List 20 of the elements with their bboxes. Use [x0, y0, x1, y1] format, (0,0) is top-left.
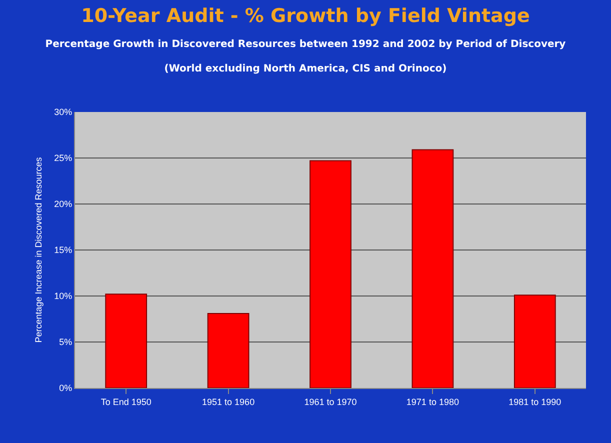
- y-tick-label: 20%: [54, 199, 72, 210]
- y-tick-label: 0%: [59, 383, 72, 394]
- y-tick-label: 10%: [54, 291, 72, 302]
- x-tick-label: 1961 to 1970: [304, 396, 357, 407]
- bar: [412, 149, 454, 388]
- x-tick-label: 1951 to 1960: [202, 396, 255, 407]
- y-tick-label: 15%: [54, 245, 72, 256]
- y-tick-label: 5%: [59, 337, 72, 348]
- y-tick-label: 30%: [54, 107, 72, 118]
- bar: [105, 294, 148, 388]
- x-tick-label: To End 1950: [100, 396, 152, 407]
- bar: [514, 294, 556, 388]
- bar: [207, 312, 250, 388]
- bar: [310, 160, 352, 388]
- y-axis-title: Percentage Increase in Discovered Resources: [34, 156, 44, 343]
- x-tick-label: 1981 to 1990: [508, 396, 562, 407]
- x-tick-label: 1971 to 1980: [406, 396, 459, 407]
- y-tick-label: 25%: [54, 153, 72, 164]
- text: Percentage Growth in Discovered Resources between 1992 and 2002 by Period of Discovery (World excluding North America, CIS and Orinoco): [45, 38, 566, 75]
- chart-title: 10-Year Audit - % Growth by Field Vintage: [81, 5, 530, 28]
